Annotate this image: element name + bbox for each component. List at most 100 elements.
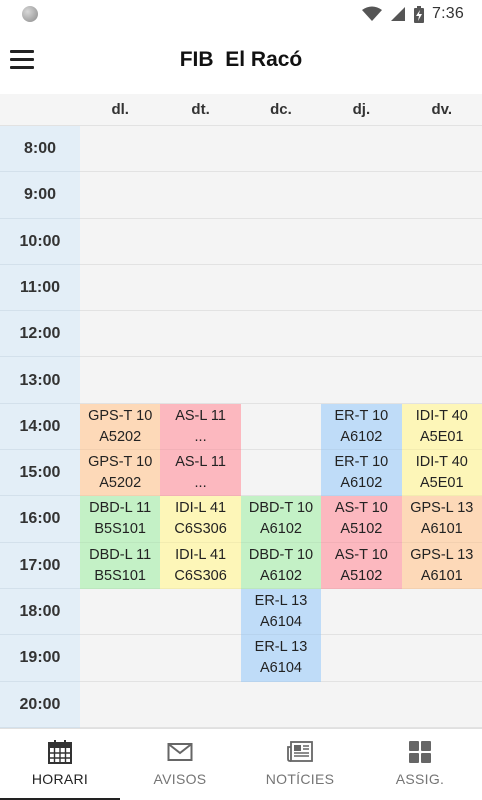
class-subject: DBD-L 11	[89, 546, 152, 563]
class-subject: ER-L 13	[254, 593, 308, 609]
hour-label: 9:00	[0, 172, 80, 219]
class-room: B5S101	[94, 521, 146, 538]
class-subject: GPS-T 10	[88, 407, 153, 424]
class-block[interactable]: IDI-L 41 C6S306	[160, 496, 241, 543]
day-header: dt.	[191, 101, 210, 118]
class-block[interactable]: AS-L 11...	[160, 403, 241, 451]
class-subject: IDI-L 41	[175, 546, 227, 563]
wifi-icon	[362, 6, 383, 21]
class-subject: IDI-L 41	[175, 500, 227, 517]
header-corner	[0, 94, 80, 126]
day-header: dc.	[270, 101, 292, 118]
hours-column: 8:00 9:00 10:00 11:00 12:00 13:00 14:00 15:00 16…	[0, 126, 80, 728]
class-block[interactable]: IDI-L 41 C6S306	[160, 542, 241, 589]
class-room: A5E01	[420, 475, 464, 492]
nav-label-noticies: NOTÍCIES	[265, 771, 335, 787]
class-block[interactable]: GPS-L 13 A6101	[401, 542, 482, 589]
class-room: A5E01	[420, 428, 464, 445]
class-block[interactable]: AS-T 10 A5102	[321, 496, 402, 543]
app-title: FIB El Racó	[179, 48, 303, 71]
class-room: A5102	[340, 521, 383, 538]
day-header: dj.	[352, 101, 371, 118]
newspaper-icon	[287, 741, 313, 762]
class-subject: AS-T 10	[334, 546, 388, 563]
envelope-icon	[167, 743, 193, 761]
active-tab-indicator	[0, 798, 120, 800]
class-room: A6104	[260, 614, 302, 630]
bottom-navigation: HORARI AVISOS NOTÍCIES ASSIG.	[0, 728, 482, 800]
nav-item-noticies[interactable]: NOTÍCIES	[240, 729, 360, 800]
hour-label: 15:00	[0, 450, 80, 497]
class-subject: ER-T 10	[334, 407, 389, 424]
nav-label-avisos: AVISOS	[153, 771, 207, 787]
app-bar: FIB El Racó	[0, 28, 482, 92]
class-block[interactable]: GPS-L 13 A6101	[401, 496, 482, 543]
class-subject: DBD-L 11	[89, 500, 152, 517]
class-subject: GPS-L 13	[410, 546, 474, 563]
calendar-icon	[48, 740, 72, 764]
grid-icon	[409, 741, 431, 763]
status-icons: 7:36	[362, 5, 464, 23]
class-block[interactable]: GPS-T 10 A5202	[80, 403, 161, 451]
hour-label: 16:00	[0, 496, 80, 543]
hour-label: 20:00	[0, 682, 80, 728]
class-room: ...	[194, 428, 207, 445]
hamburger-menu-icon[interactable]	[10, 50, 34, 70]
class-room: B5S101	[94, 567, 146, 584]
class-subject: DBD-T 10	[248, 546, 314, 563]
notification-dot-icon	[22, 6, 38, 22]
hour-row	[80, 218, 482, 265]
clock: 7:36	[432, 5, 464, 22]
class-subject: AS-T 10	[334, 500, 388, 517]
hour-label: 14:00	[0, 404, 80, 451]
class-subject: AS-L 11	[175, 454, 226, 471]
cell-signal-icon	[391, 7, 406, 21]
hour-label: 18:00	[0, 589, 80, 636]
hour-row	[80, 681, 482, 728]
class-block[interactable]: IDI-T 40 A5E01	[401, 450, 482, 497]
class-block[interactable]: AS-L 11...	[160, 450, 241, 497]
class-room: A6102	[340, 475, 383, 492]
class-room: C6S306	[174, 567, 227, 584]
class-block[interactable]: AS-T 10 A5102	[321, 542, 402, 589]
class-block[interactable]: DBD-T 10 A6102	[240, 496, 322, 543]
hour-label: 8:00	[0, 126, 80, 173]
hour-label: 19:00	[0, 635, 80, 682]
class-subject: ER-L 13	[254, 639, 308, 656]
class-room: A6101	[420, 567, 463, 584]
class-subject: AS-L 11	[175, 407, 226, 424]
day-header: dl.	[111, 101, 129, 118]
class-room: C6S306	[174, 521, 227, 538]
class-room: A5102	[340, 567, 383, 584]
class-block[interactable]: DBD-L 11 B5S101	[80, 542, 161, 589]
nav-item-avisos[interactable]: AVISOS	[120, 729, 240, 800]
class-subject: IDI-T 40	[415, 407, 468, 424]
class-block[interactable]: IDI-T 40 A5E01	[401, 403, 482, 451]
class-block[interactable]: DBD-T 10 A6102	[240, 542, 322, 589]
class-block[interactable]: DBD-L 11 B5S101	[80, 496, 161, 543]
class-subject: DBD-T 10	[248, 500, 314, 517]
class-room: A5202	[99, 428, 142, 445]
timetable[interactable]: dl. dt. dc. dj. dv. 8:00 9:00 10:00 11:00 12:00 1…	[0, 94, 482, 728]
hour-row	[80, 357, 482, 404]
class-subject: ER-T 10	[334, 454, 389, 471]
class-subject: GPS-L 13	[410, 500, 474, 517]
battery-icon	[414, 5, 425, 23]
status-bar: 7:36	[0, 0, 482, 28]
class-block[interactable]: ER-T 10 A6102	[321, 403, 402, 451]
nav-label-horari: HORARI	[31, 771, 89, 787]
day-header: dv.	[431, 101, 453, 118]
nav-item-horari[interactable]: HORARI	[0, 729, 120, 800]
class-block[interactable]: ER-L 13 A6104	[240, 635, 322, 682]
hour-row	[80, 126, 482, 173]
hour-label: 13:00	[0, 358, 80, 404]
nav-item-assig[interactable]: ASSIG.	[360, 729, 480, 800]
hour-row	[80, 264, 482, 312]
class-block[interactable]: ER-T 10 A6102	[321, 450, 402, 497]
class-block[interactable]: GPS-T 10 A5202	[80, 450, 161, 497]
class-block[interactable]: ER-L 13 A6104	[240, 589, 322, 636]
class-room: A6102	[340, 428, 383, 445]
class-room: A6102	[260, 521, 302, 538]
hour-label: 12:00	[0, 311, 80, 358]
class-room: A6102	[260, 567, 302, 584]
